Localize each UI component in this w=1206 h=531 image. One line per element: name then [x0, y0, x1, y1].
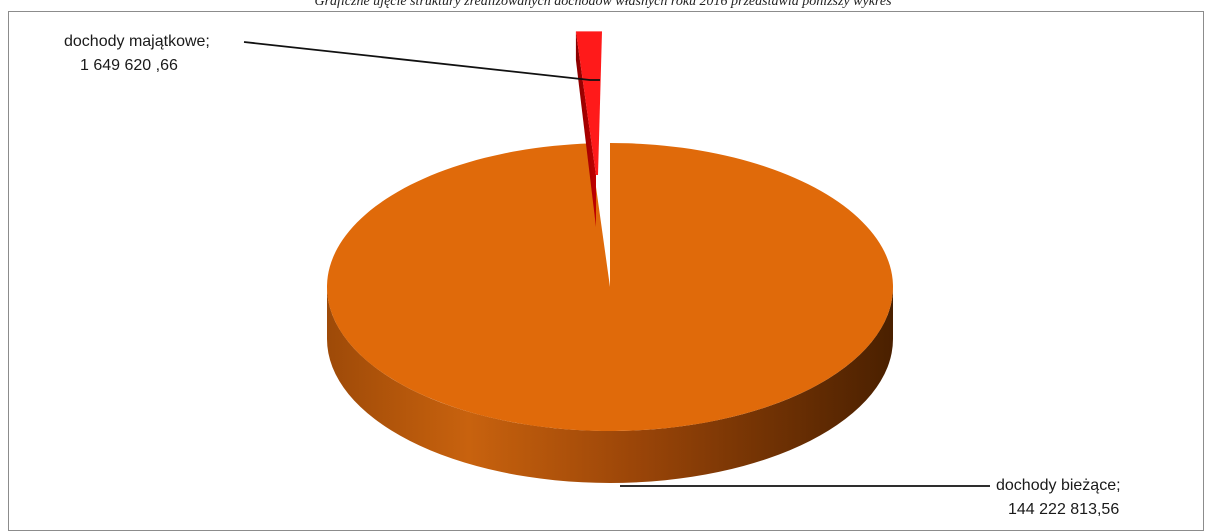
pie-slice-dochody-biezace: [327, 143, 893, 431]
data-label-dochody-biezace-value: 144 222 813,56: [1008, 501, 1119, 518]
data-label-dochody-majatkowe-value: 1 649 620 ,66: [80, 57, 178, 74]
data-label-dochody-majatkowe-name: dochody majątkowe;: [64, 33, 210, 50]
pie-slice-side-dochody-biezace: [327, 287, 893, 483]
pie-slice-dochody-majatkowe: [575, 31, 602, 175]
leader-line-dochody-majatkowe: [243, 41, 600, 81]
data-label-dochody-biezace-name: dochody bieżące;: [996, 477, 1121, 494]
pie-chart: dochody majątkowe; 1 649 620 ,66 dochody b…: [64, 31, 1121, 518]
chart-caption: Graficzne ujęcie struktury zrealizowanyc…: [314, 0, 892, 9]
pie-slice-side-dochody-majatkowe: [575, 31, 596, 227]
